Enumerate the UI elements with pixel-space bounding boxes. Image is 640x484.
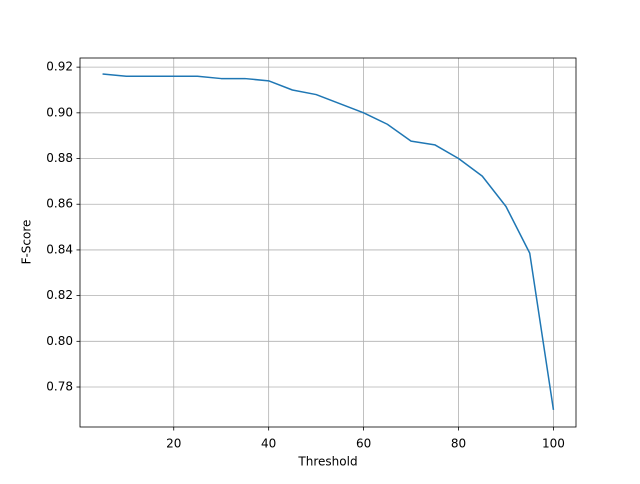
y-tick-label: 0.90	[46, 105, 73, 119]
y-tick-label: 0.84	[46, 242, 73, 256]
y-axis-label: F-Score	[20, 220, 34, 265]
x-tick-label: 100	[542, 437, 565, 451]
y-tick-label: 0.80	[46, 334, 73, 348]
y-tick-label: 0.82	[46, 288, 73, 302]
x-tick-label: 40	[261, 437, 276, 451]
y-tick-label: 0.86	[46, 197, 73, 211]
y-tick-label: 0.88	[46, 151, 73, 165]
x-axis-label: Threshold	[297, 455, 357, 469]
x-tick-label: 20	[166, 437, 181, 451]
y-tick-label: 0.78	[46, 380, 73, 394]
plot-area	[80, 58, 576, 427]
x-tick-label: 80	[451, 437, 466, 451]
x-tick-label: 60	[356, 437, 371, 451]
y-tick-label: 0.92	[46, 60, 73, 74]
axes-frame	[79, 57, 577, 428]
line-series	[102, 73, 555, 410]
